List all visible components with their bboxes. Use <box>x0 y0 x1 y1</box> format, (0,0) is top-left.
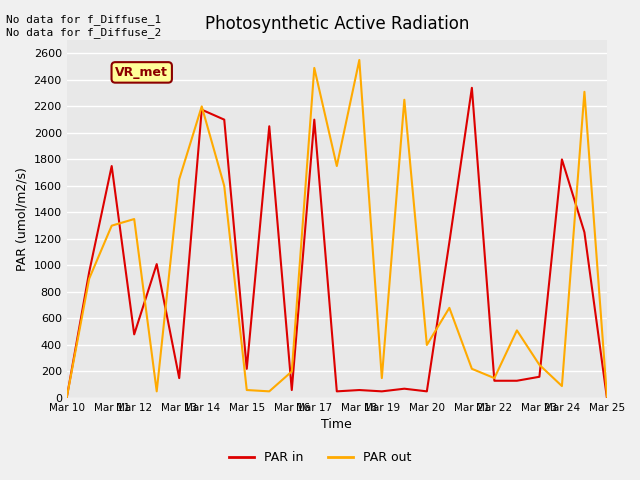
Y-axis label: PAR (umol/m2/s): PAR (umol/m2/s) <box>15 167 28 271</box>
Legend: PAR in, PAR out: PAR in, PAR out <box>223 446 417 469</box>
Text: VR_met: VR_met <box>115 66 168 79</box>
Text: No data for f_Diffuse_1
No data for f_Diffuse_2: No data for f_Diffuse_1 No data for f_Di… <box>6 14 162 38</box>
Title: Photosynthetic Active Radiation: Photosynthetic Active Radiation <box>205 15 469 33</box>
X-axis label: Time: Time <box>321 419 352 432</box>
